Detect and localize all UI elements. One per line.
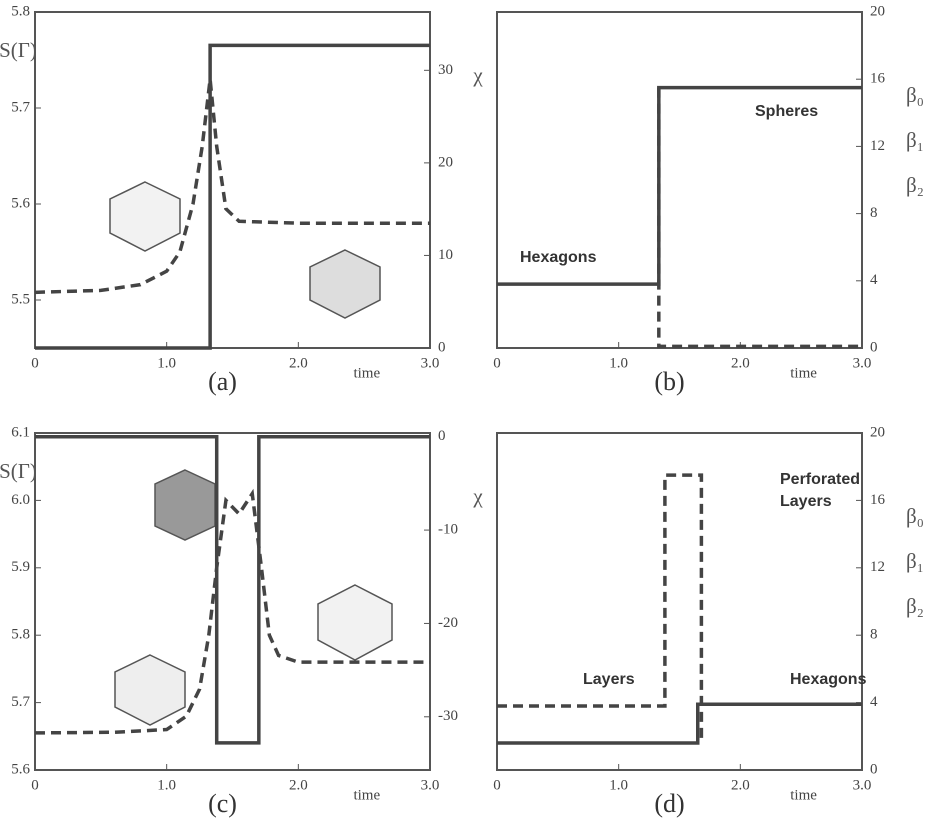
y2-tick-label: 30: [438, 62, 453, 78]
y2-tick-label: 4: [870, 694, 878, 710]
annotation: Hexagons: [790, 671, 867, 688]
y-tick-label: 5.6: [11, 195, 30, 211]
y2-tick-label: 8: [870, 205, 878, 221]
y2-axis-label: χ: [472, 484, 483, 508]
annotation: Layers: [583, 671, 635, 688]
x-axis-label: time: [790, 787, 817, 803]
y2-tick-label: 4: [870, 272, 878, 288]
x-tick-label: 2.0: [289, 777, 308, 793]
y2-tick-label: -30: [438, 708, 458, 724]
series-line: [659, 88, 862, 347]
y-tick-label: 5.9: [11, 559, 30, 575]
icon-hexagon: [318, 585, 392, 660]
caption: (a): [208, 367, 237, 396]
y2-axis-label: χ: [472, 63, 483, 87]
y2-tick-label: 12: [870, 138, 885, 154]
series-line: [497, 704, 862, 743]
y2-tick-label: -20: [438, 615, 458, 631]
series-line: [35, 437, 430, 743]
y-axis-label: S(Γ): [0, 459, 37, 483]
x-tick-label: 0: [31, 777, 39, 793]
icon-hexagon: [155, 470, 215, 540]
y-tick-label: 5.7: [11, 694, 30, 710]
caption: (d): [654, 789, 684, 818]
x-tick-label: 0: [493, 777, 501, 793]
annotation: Perforated: [780, 471, 860, 488]
y2-tick-label: 20: [870, 424, 885, 440]
caption: (b): [654, 367, 684, 396]
legend-label: β₁: [906, 549, 924, 573]
y-tick-label: 5.7: [11, 99, 30, 115]
legend-label: β₁: [906, 128, 924, 152]
x-axis-label: time: [790, 365, 817, 381]
x-tick-label: 3.0: [421, 777, 440, 793]
y2-tick-label: 0: [438, 339, 446, 355]
x-tick-label: 0: [493, 355, 501, 371]
annotation: Layers: [780, 493, 832, 510]
y2-tick-label: 0: [438, 428, 446, 444]
y-tick-label: 5.6: [11, 761, 30, 777]
icon-hexagon: [115, 655, 185, 725]
y2-tick-label: -10: [438, 522, 458, 538]
y2-tick-label: 0: [870, 339, 878, 355]
y2-tick-label: 10: [438, 247, 453, 263]
x-tick-label: 1.0: [609, 777, 628, 793]
x-tick-label: 0: [31, 355, 39, 371]
legend-label: β₀: [906, 83, 924, 107]
x-tick-label: 1.0: [609, 355, 628, 371]
caption: (c): [208, 789, 237, 818]
y-axis-label: S(Γ): [0, 38, 37, 62]
y2-tick-label: 20: [438, 154, 453, 170]
y2-tick-label: 8: [870, 627, 878, 643]
y2-tick-label: 12: [870, 559, 885, 575]
x-tick-label: 3.0: [853, 355, 872, 371]
y2-tick-label: 0: [870, 761, 878, 777]
x-tick-label: 1.0: [157, 777, 176, 793]
series-line: [35, 79, 430, 292]
annotation: Spheres: [755, 103, 818, 120]
x-tick-label: 3.0: [853, 777, 872, 793]
y2-tick-label: 20: [870, 3, 885, 19]
y-tick-label: 5.8: [11, 3, 30, 19]
x-tick-label: 1.0: [157, 355, 176, 371]
x-tick-label: 2.0: [731, 355, 750, 371]
legend-label: β₂: [906, 173, 924, 197]
y2-tick-label: 16: [870, 71, 886, 87]
y-tick-label: 6.1: [11, 424, 30, 440]
icon-hexagon: [110, 182, 180, 251]
legend-label: β₂: [906, 594, 924, 618]
annotation: Hexagons: [520, 249, 597, 266]
y2-tick-label: 16: [870, 492, 886, 508]
legend-label: β₀: [906, 504, 924, 528]
x-tick-label: 2.0: [731, 777, 750, 793]
x-axis-label: time: [353, 787, 380, 803]
x-tick-label: 3.0: [421, 355, 440, 371]
series-line: [497, 475, 701, 743]
x-tick-label: 2.0: [289, 355, 308, 371]
figure: 0 1.0 2.0 3.0 5.5 5.6 5.7 5.8 0 10 20 30 time (a) S(Γ)…: [0, 0, 931, 829]
y-tick-label: 5.8: [11, 627, 30, 643]
y-tick-label: 6.0: [11, 492, 30, 508]
plot-frame: [497, 12, 862, 348]
icons: [110, 182, 392, 725]
x-axis-label: time: [353, 365, 380, 381]
icon-hexagon: [310, 250, 380, 318]
y-tick-label: 5.5: [11, 291, 30, 307]
